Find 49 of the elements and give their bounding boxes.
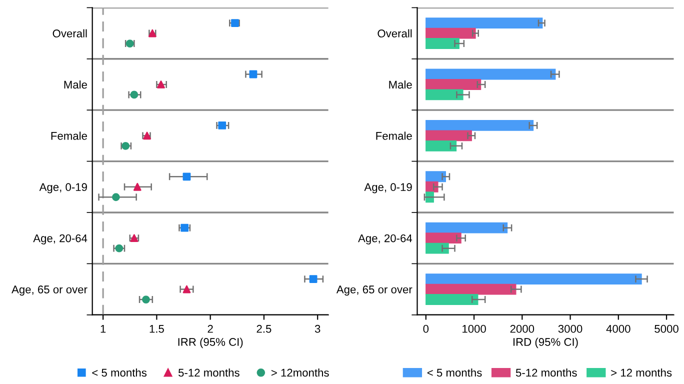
bar (426, 192, 434, 203)
bar (426, 130, 472, 142)
bar (426, 171, 446, 182)
y-tick-label: Age, 65 or over (336, 286, 412, 296)
bar (426, 284, 516, 295)
bar (426, 181, 438, 192)
x-tick-label: 2000 (510, 324, 534, 333)
bar (426, 120, 534, 131)
bar (426, 222, 508, 234)
bar (426, 79, 482, 90)
x-tick-label: 0 (423, 324, 429, 333)
x-tick-label: 1.5 (150, 325, 164, 333)
x-tick-label: 3000 (558, 324, 582, 333)
y-tick-label: Age, 20-64 (33, 234, 88, 244)
y-tick-label: Female (376, 132, 412, 140)
x-tick-label: 3 (314, 324, 320, 333)
y-tick-label: Age, 20-64 (358, 234, 412, 244)
bar (426, 294, 478, 305)
bar (426, 38, 460, 49)
bar (426, 140, 457, 152)
legend-label: > 12 months (611, 368, 672, 377)
bar (426, 18, 543, 29)
x-axis-title: IRR (95% CI) (178, 338, 243, 348)
x-tick-label: 1 (100, 325, 106, 333)
bar (426, 28, 476, 39)
bar (426, 89, 464, 100)
y-tick-label: Overall (378, 29, 412, 38)
x-tick-label: 5000 (654, 324, 678, 333)
bar (426, 274, 642, 285)
legend-label: < 5 months (92, 368, 147, 377)
y-tick-label: Age, 0-19 (364, 183, 412, 194)
legend-label: 5-12 months (516, 368, 577, 377)
y-tick-label: Age, 0-19 (39, 183, 87, 194)
legend-label: 5-12 months (178, 368, 240, 377)
x-tick-label: 2 (208, 324, 213, 333)
y-tick-label: Overall (52, 29, 87, 38)
x-axis-title: IRD (95% CI) (513, 338, 578, 348)
y-tick-label: Male (389, 80, 412, 89)
bar (426, 242, 449, 254)
x-tick-label: 1000 (462, 324, 486, 333)
x-tick-label: 4000 (606, 324, 630, 333)
legend-label: < 5 months (427, 368, 482, 377)
x-tick-label: 2.5 (256, 324, 272, 333)
legend-label: > 12months (271, 368, 329, 377)
bar (426, 232, 462, 244)
bar (426, 68, 556, 80)
y-tick-label: Age, 65 or over (12, 286, 88, 296)
y-tick-label: Female (51, 132, 87, 140)
y-tick-label: Male (64, 80, 87, 89)
